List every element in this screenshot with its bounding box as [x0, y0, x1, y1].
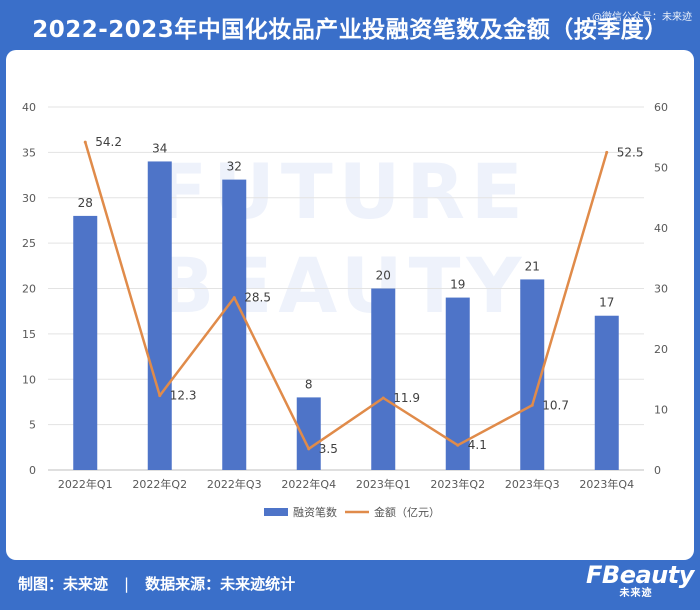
y-left-tick-label: 5 — [29, 419, 36, 432]
line-labels: 54.2 12.3 28.5 3.5 11.9 4.1 10.7 52.5 — [95, 135, 643, 456]
line-series — [83, 140, 609, 451]
bar-data-label: 8 — [305, 377, 313, 391]
line-point — [158, 394, 162, 398]
line-point — [605, 150, 609, 154]
x-tick-label: 2023年Q2 — [430, 477, 485, 491]
bar — [594, 315, 619, 470]
bar-data-label: 20 — [376, 269, 391, 283]
watermark-line2: BEAUTY — [157, 241, 528, 330]
line-data-label: 11.9 — [393, 391, 420, 405]
y-left-tick-label: 35 — [22, 146, 36, 159]
line-data-label: 3.5 — [319, 442, 338, 456]
line-data-label: 54.2 — [95, 135, 122, 149]
bar-data-label: 19 — [450, 278, 465, 292]
y-right-tick-label: 0 — [654, 464, 661, 477]
x-tick-label: 2023年Q3 — [505, 477, 560, 491]
watermark-line1: FUTURE — [155, 147, 529, 236]
line-data-label: 52.5 — [617, 145, 644, 159]
x-axis-labels: 2022年Q1 2022年Q2 2022年Q3 2022年Q4 2023年Q1 2023年… — [58, 477, 634, 491]
line-point — [530, 403, 534, 407]
x-tick-label: 2022年Q3 — [207, 477, 262, 491]
footer-source: 数据来源：未来迹统计 — [145, 575, 296, 593]
x-tick-label: 2022年Q4 — [281, 477, 336, 491]
y-left-tick-label: 40 — [22, 101, 36, 114]
bar-data-label: 17 — [599, 296, 614, 310]
bar-data-label: 34 — [152, 141, 167, 155]
bar — [147, 161, 172, 470]
bar — [222, 179, 247, 470]
line-point — [381, 396, 385, 400]
line-point — [83, 140, 87, 144]
x-tick-label: 2022年Q1 — [58, 477, 113, 491]
logo-main: FBeauty — [586, 561, 694, 589]
line-data-label: 28.5 — [244, 291, 271, 305]
chart-card: FUTURE BEAUTY 0 5 10 15 20 25 30 35 40 0 10 20 30 40… — [6, 50, 694, 560]
legend-line-label: 金额（亿元） — [374, 505, 440, 519]
line-data-label: 10.7 — [542, 398, 569, 412]
page-title: 2022-2023年中国化妆品产业投融资笔数及金额（按季度） — [32, 17, 668, 43]
line-point — [232, 296, 236, 300]
y-right-tick-label: 10 — [654, 404, 668, 417]
y-left-tick-label: 10 — [22, 373, 36, 386]
line-point — [307, 447, 311, 451]
x-tick-label: 2023年Q1 — [356, 477, 411, 491]
footer-maker: 制图：未来迹 — [18, 575, 109, 593]
legend-bar-label: 融资笔数 — [293, 505, 337, 519]
y-left-tick-label: 15 — [22, 328, 36, 341]
y-right-tick-label: 30 — [654, 283, 668, 296]
y-right-tick-label: 50 — [654, 162, 668, 175]
y-axis-right: 0 10 20 30 40 50 60 — [654, 101, 668, 477]
bar — [73, 215, 98, 470]
bar-data-label: 32 — [227, 160, 242, 174]
y-axis-left: 0 5 10 15 20 25 30 35 40 — [22, 101, 36, 477]
bar-labels: 28 34 32 8 20 19 21 17 — [78, 141, 615, 391]
bar — [371, 288, 396, 470]
y-left-tick-label: 0 — [29, 464, 36, 477]
line-data-label: 12.3 — [170, 389, 197, 403]
wechat-watermark: @微信公众号：未来迹 — [592, 12, 692, 23]
line-point — [456, 443, 460, 447]
x-tick-label: 2023年Q4 — [579, 477, 634, 491]
legend: 融资笔数 金额（亿元） — [264, 505, 440, 519]
logo-sub: 未来迹 — [619, 588, 653, 599]
footer: 制图：未来迹 | 数据来源：未来迹统计 — [18, 573, 295, 594]
watermark: FUTURE BEAUTY — [155, 147, 529, 330]
bar-data-label: 28 — [78, 196, 93, 210]
legend-bar-swatch — [264, 508, 288, 516]
y-left-tick-label: 25 — [22, 237, 36, 250]
y-right-tick-label: 40 — [654, 222, 668, 235]
fbeauty-logo: FBeauty 未来迹 — [586, 561, 694, 600]
y-left-tick-label: 30 — [22, 192, 36, 205]
combo-chart: FUTURE BEAUTY 0 5 10 15 20 25 30 35 40 0 10 20 30 40… — [22, 101, 668, 519]
y-right-tick-label: 60 — [654, 101, 668, 114]
x-tick-label: 2022年Q2 — [132, 477, 187, 491]
bar-data-label: 21 — [525, 259, 540, 273]
bar-series — [73, 161, 619, 470]
y-right-tick-label: 20 — [654, 343, 668, 356]
line-path — [84, 141, 608, 451]
footer-separator: | — [124, 575, 130, 593]
y-left-tick-label: 20 — [22, 283, 36, 296]
line-data-label: 4.1 — [468, 438, 487, 452]
